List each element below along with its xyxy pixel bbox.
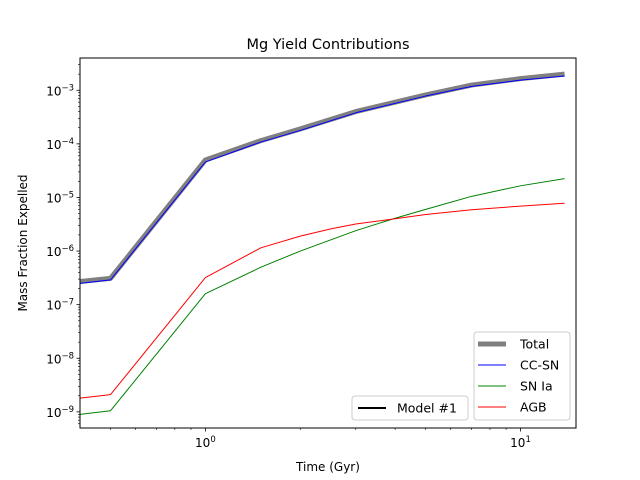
legend-label-total: Total: [519, 337, 549, 352]
y-tick-label: 10−6: [46, 244, 74, 259]
series-line-sn-ia: [80, 178, 565, 415]
legend-label-agb: AGB: [520, 400, 547, 415]
series-line-agb: [80, 202, 565, 399]
legend: Total CC-SN SN Ia AGB: [473, 331, 571, 421]
y-tick-label: 10−8: [46, 351, 74, 366]
y-axis-label: Mass Fraction Expelled: [16, 174, 30, 311]
legend-model-box: [351, 395, 469, 421]
plot-lines: [80, 71, 565, 415]
x-tick-label: 100: [195, 435, 216, 450]
y-tick-label: 10−5: [46, 190, 74, 205]
y-tick-label: 10−4: [46, 137, 74, 152]
x-tick-label: 101: [510, 435, 531, 450]
chart-title: Mg Yield Contributions: [246, 37, 409, 53]
legend-model: Model #1: [351, 395, 469, 421]
legend-label-model: Model #1: [397, 401, 457, 416]
y-tick-label: 10−9: [46, 405, 74, 420]
x-axis-label: Time (Gyr): [295, 460, 360, 474]
legend-box: [473, 331, 571, 421]
plot-frame: [79, 57, 577, 429]
legend-label-sn-ia: SN Ia: [520, 379, 553, 394]
axis-ticks: 100 101 10−9 10−8 10−7 10−6 10−5 10−4 10−3: [46, 64, 531, 450]
series-line-total: [80, 71, 565, 285]
legend-label-cc-sn: CC-SN: [520, 358, 559, 373]
y-tick-label: 10−7: [46, 298, 74, 313]
series-line-cc-sn: [80, 75, 565, 284]
y-tick-label: 10−3: [46, 83, 74, 98]
